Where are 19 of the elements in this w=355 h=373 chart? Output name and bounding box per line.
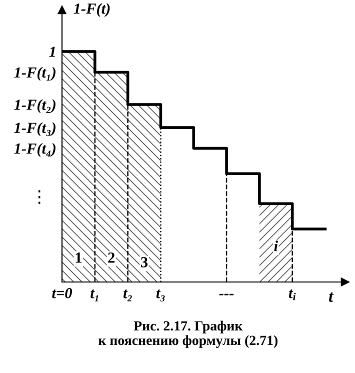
y-tick-label: 1-F(t₁)	[14, 66, 56, 81]
text: ⋮	[38, 190, 40, 204]
y-tick-label: 1-F(t₃)	[14, 122, 56, 136]
annotation: 3	[141, 257, 148, 268]
x-tick-label: t₂	[123, 290, 132, 302]
y-tick-label: 1	[49, 46, 55, 57]
x-tick-label: t₁	[90, 290, 98, 302]
x-tick-label: t=0	[52, 288, 72, 298]
text: Рис. 2.17. График к пояснению формулы (2.71)	[98, 320, 278, 348]
x-tick-label: t₃	[156, 290, 165, 302]
annotation: i	[274, 240, 278, 252]
x-axis-title: t	[329, 292, 334, 302]
y-axis-title: 1-F(t)	[74, 3, 110, 17]
annotation: 2	[108, 252, 115, 263]
annotation: 1	[76, 252, 82, 263]
x-tick-label: t$_{i}$	[288, 289, 296, 300]
y-tick-label: 1-F(t₂)	[14, 99, 56, 114]
y-tick-label: 1-F(t₄)	[14, 143, 56, 157]
x-tick-label: ---	[219, 294, 234, 296]
